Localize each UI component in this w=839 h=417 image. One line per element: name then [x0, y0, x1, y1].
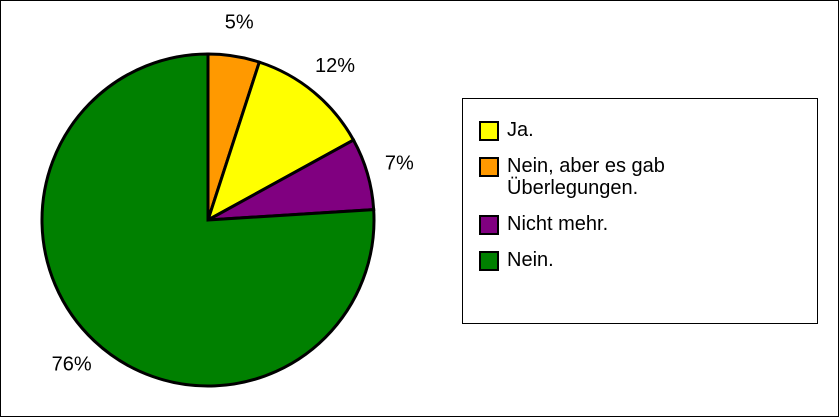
legend-item: Ja.	[479, 119, 807, 141]
pie-slice	[205, 60, 356, 224]
pie-slice	[40, 52, 376, 388]
legend-item: Nein.	[479, 249, 807, 271]
legend: Ja. Nein, aber es gab Überlegungen. Nicht …	[462, 98, 818, 324]
legend-label: Nein, aber es gab Überlegungen.	[507, 155, 665, 199]
legend-label: Nicht mehr.	[507, 213, 609, 235]
data-label: 76%	[52, 353, 92, 375]
legend-item: Nein, aber es gab Überlegungen.	[479, 155, 807, 199]
data-label: 12%	[315, 55, 355, 77]
legend-swatch	[479, 157, 499, 177]
data-label: 7%	[385, 153, 414, 175]
legend-swatch	[479, 121, 499, 141]
legend-swatch	[479, 251, 499, 271]
legend-label: Nein.	[507, 249, 554, 271]
legend-swatch	[479, 215, 499, 235]
legend-item: Nicht mehr.	[479, 213, 807, 235]
legend-label: Ja.	[507, 119, 534, 141]
data-label: 5%	[225, 12, 254, 34]
